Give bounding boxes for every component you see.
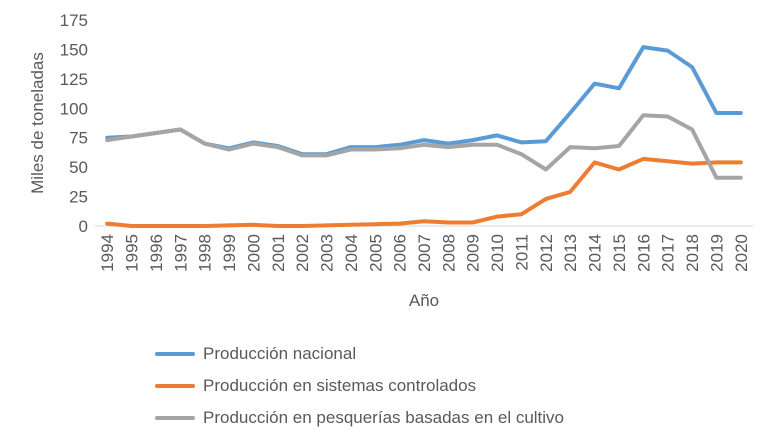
x-tick-label: 2001 bbox=[269, 234, 288, 272]
y-tick-label: 0 bbox=[79, 217, 88, 236]
legend-swatch-controlled bbox=[155, 384, 195, 388]
y-axis-title: Miles de toneladas bbox=[28, 52, 47, 194]
y-tick-label: 175 bbox=[60, 11, 88, 30]
series-line-2 bbox=[105, 113, 743, 180]
x-tick-label: 2011 bbox=[512, 234, 531, 271]
x-tick-label: 2020 bbox=[732, 234, 751, 272]
x-tick-label: 2007 bbox=[415, 234, 434, 272]
x-tick-label: 2018 bbox=[683, 234, 702, 272]
x-tick-label: 1994 bbox=[98, 234, 117, 272]
x-tick-label: 2008 bbox=[439, 234, 458, 272]
x-tick-label: 2000 bbox=[244, 234, 263, 272]
legend-item-culture-fisheries: Producción en pesquerías basadas en el c… bbox=[155, 402, 564, 434]
x-tick-label: 2019 bbox=[707, 234, 726, 272]
series-line-1 bbox=[105, 156, 743, 228]
x-tick-label: 1995 bbox=[123, 234, 142, 272]
x-tick-label: 2002 bbox=[293, 234, 312, 272]
x-tick-label: 1997 bbox=[171, 234, 190, 272]
x-tick-label: 2004 bbox=[342, 234, 361, 272]
chart-legend: Producción nacional Producción en sistem… bbox=[155, 338, 564, 434]
x-tick-label: 1996 bbox=[147, 234, 166, 272]
y-tick-label: 125 bbox=[60, 70, 88, 89]
x-tick-label: 2009 bbox=[464, 234, 483, 272]
legend-swatch-national bbox=[155, 352, 195, 356]
legend-item-national: Producción nacional bbox=[155, 338, 564, 370]
y-axis-ticks: 0 25 50 75 100 125 150 175 bbox=[60, 11, 88, 236]
line-chart: 0 25 50 75 100 125 150 175 1994 1995 1996 1997 1998… bbox=[28, 11, 753, 310]
y-tick-label: 150 bbox=[60, 40, 88, 59]
legend-label-culture-fisheries: Producción en pesquerías basadas en el c… bbox=[203, 408, 565, 427]
x-tick-label: 2010 bbox=[488, 234, 507, 272]
x-axis-ticks: 1994 1995 1996 1997 1998 1999 2000 2001 2002 2003… bbox=[98, 234, 751, 272]
x-tick-label: 2017 bbox=[659, 234, 678, 272]
x-tick-label: 1998 bbox=[196, 234, 215, 272]
y-tick-label: 25 bbox=[69, 188, 88, 207]
legend-item-controlled: Producción en sistemas controlados bbox=[155, 370, 564, 402]
x-tick-label: 2016 bbox=[634, 234, 653, 272]
legend-label-controlled: Producción en sistemas controlados bbox=[203, 376, 477, 395]
x-tick-label: 2013 bbox=[561, 234, 580, 272]
series-line-0 bbox=[105, 45, 743, 157]
series-lines bbox=[105, 45, 743, 228]
x-tick-label: 2015 bbox=[610, 234, 629, 272]
legend-swatch-culture-fisheries bbox=[155, 416, 195, 420]
y-tick-label: 75 bbox=[69, 129, 88, 148]
x-tick-label: 2012 bbox=[537, 234, 556, 272]
x-axis-title: Año bbox=[409, 291, 439, 310]
legend-label-national: Producción nacional bbox=[203, 344, 357, 363]
y-tick-label: 100 bbox=[60, 99, 88, 118]
x-tick-label: 2003 bbox=[318, 234, 337, 272]
x-tick-label: 2014 bbox=[586, 234, 605, 272]
x-tick-label: 1999 bbox=[220, 234, 239, 272]
x-tick-label: 2005 bbox=[366, 234, 385, 272]
x-tick-label: 2006 bbox=[391, 234, 410, 272]
y-tick-label: 50 bbox=[69, 158, 88, 177]
